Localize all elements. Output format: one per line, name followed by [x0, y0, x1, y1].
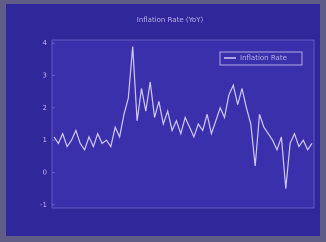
page: Inflation Rate (YoY) -1 0 1 2 3 4 Inflation Ra… — [0, 0, 326, 242]
legend-label: Inflation Rate — [240, 54, 287, 62]
y-tick-label: 2 — [43, 104, 47, 112]
y-tick-label: 0 — [43, 168, 47, 176]
chart: Inflation Rate (YoY) -1 0 1 2 3 4 Inflation Ra… — [0, 0, 326, 242]
chart-title: Inflation Rate (YoY) — [137, 16, 204, 24]
y-tick-label: 4 — [43, 39, 48, 47]
y-tick-label: 3 — [43, 72, 47, 80]
y-tick-label: 1 — [43, 136, 47, 144]
y-tick-label: -1 — [40, 201, 47, 209]
